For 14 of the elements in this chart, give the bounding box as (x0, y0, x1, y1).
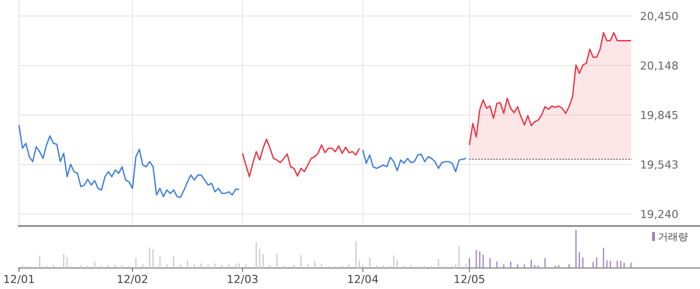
legend-label: 거래량 (658, 232, 688, 243)
x-tick-label: 12/03 (226, 273, 258, 286)
y-tick-label: 20,450 (640, 10, 678, 23)
x-tick-label: 12/01 (3, 273, 35, 286)
line-series (362, 149, 467, 172)
y-tick-label: 19,845 (640, 109, 678, 122)
y-tick-label: 19,240 (640, 208, 678, 222)
y-tick-label: 20,148 (640, 60, 678, 73)
x-tick-label: 12/02 (116, 273, 148, 286)
y-tick-label: 19,543 (640, 158, 678, 172)
x-tick-label: 12/05 (454, 273, 486, 286)
x-tick-label: 12/04 (346, 273, 379, 286)
line-series (18, 124, 240, 198)
line-series (242, 138, 360, 178)
